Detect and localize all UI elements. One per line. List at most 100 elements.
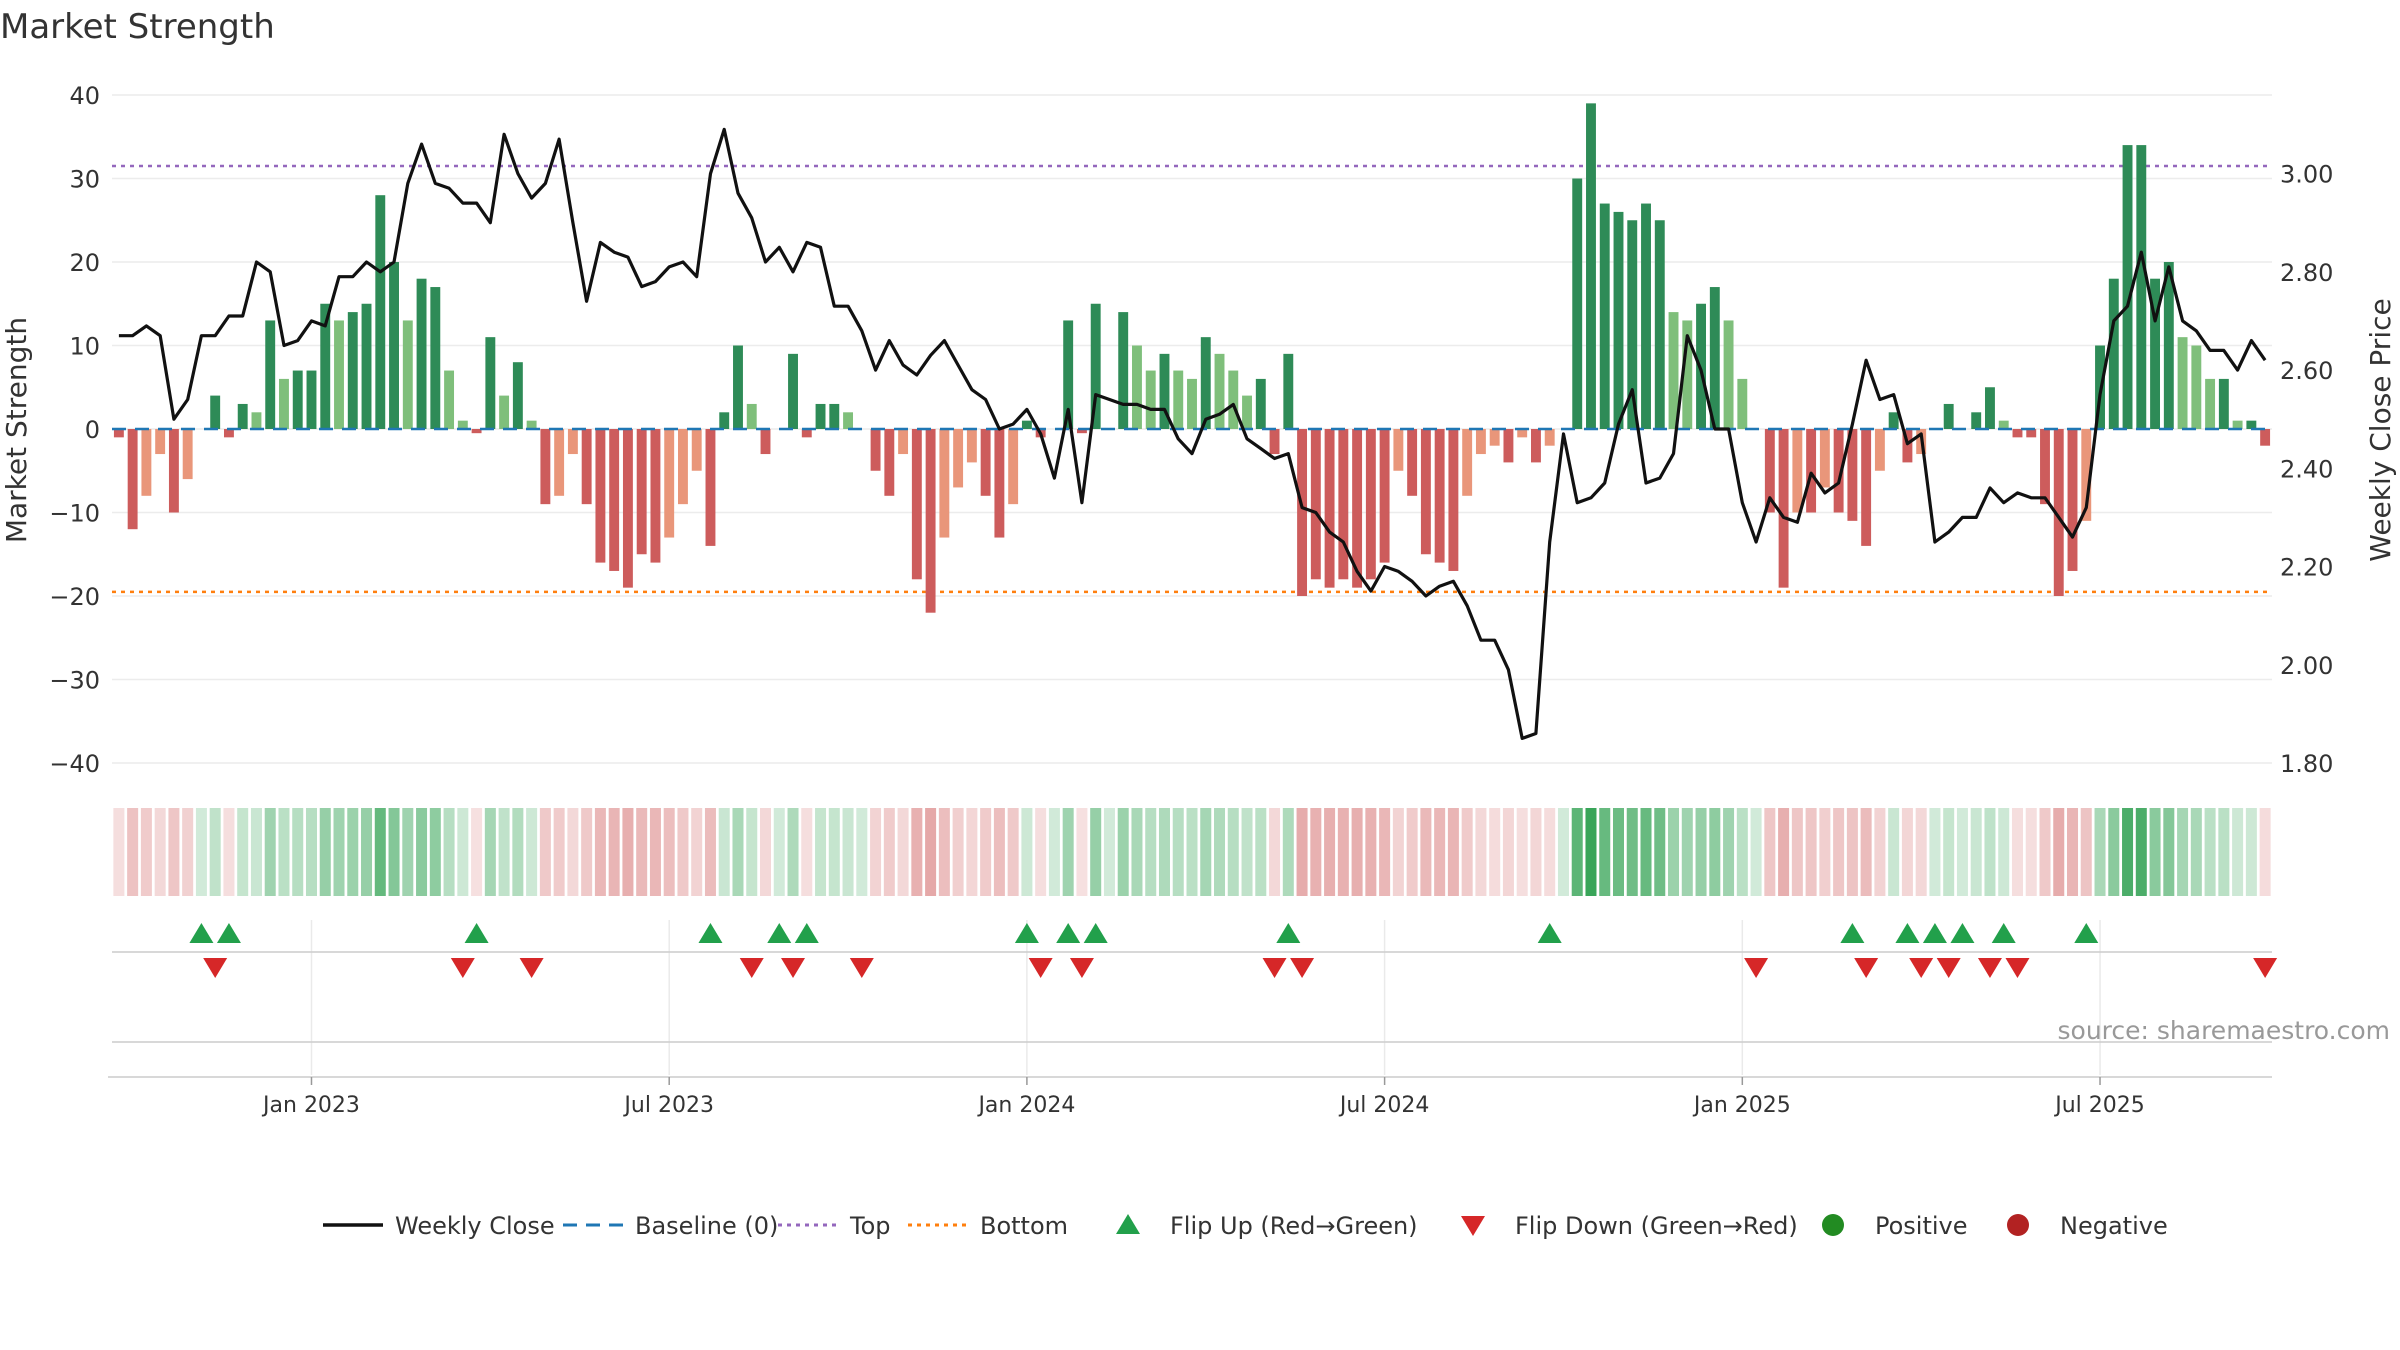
- y-right-tick-label: 3.00: [2280, 161, 2333, 189]
- regime-strip-cell: [732, 808, 744, 896]
- regime-strip-cell: [677, 808, 689, 896]
- strength-bar: [829, 403, 840, 429]
- strength-bar: [402, 320, 413, 429]
- strength-bar: [347, 312, 358, 429]
- regime-strip-cell: [512, 808, 524, 896]
- flip-up-marker: [1950, 923, 1975, 943]
- regime-strip-cell: [1764, 808, 1776, 896]
- regime-strip-cell: [1475, 808, 1487, 896]
- flip-up-marker: [1922, 923, 1947, 943]
- strength-bar: [1324, 429, 1335, 588]
- regime-strip-cell: [1943, 808, 1955, 896]
- regime-strip-cell: [1791, 808, 1803, 896]
- strength-bar: [292, 370, 303, 429]
- strength-bar: [1489, 429, 1500, 446]
- regime-strip-cell: [278, 808, 290, 896]
- strength-bar: [595, 429, 606, 563]
- strength-bar: [182, 429, 193, 480]
- regime-strip-cell: [993, 808, 1005, 896]
- y-left-tick-label: −10: [49, 500, 100, 528]
- strength-bar: [2260, 429, 2271, 446]
- regime-strip-cell: [484, 808, 496, 896]
- flip-down-marker: [2253, 958, 2278, 978]
- regime-strip-cell: [2204, 808, 2216, 896]
- x-tick-label: Jan 2024: [976, 1093, 1075, 1118]
- legend-item: Flip Up (Red→Green): [1116, 1212, 1418, 1240]
- strength-bar: [1255, 378, 1266, 429]
- regime-strip-cell: [1035, 808, 1047, 896]
- regime-strip-cell: [305, 808, 317, 896]
- strength-bar: [1998, 420, 2009, 429]
- y-left-tick-label: 30: [69, 166, 100, 194]
- regime-strip-cell: [911, 808, 923, 896]
- regime-strip-cell: [1282, 808, 1294, 896]
- regime-strip-cell: [140, 808, 152, 896]
- strength-bar: [320, 303, 331, 429]
- flip-down-marker: [203, 958, 228, 978]
- strength-bar: [1530, 429, 1541, 463]
- regime-strip-cell: [1021, 808, 1033, 896]
- regime-strip-cell: [2149, 808, 2161, 896]
- regime-strip-cell: [2094, 808, 2106, 896]
- strength-bar: [251, 412, 262, 429]
- strength-bar: [1833, 429, 1844, 513]
- regime-strip: [113, 808, 2271, 896]
- regime-strip-cell: [2080, 808, 2092, 896]
- regime-strip-cell: [581, 808, 593, 896]
- regime-strip-cell: [608, 808, 620, 896]
- regime-strip-cell: [828, 808, 840, 896]
- legend-label: Flip Down (Green→Red): [1515, 1212, 1798, 1240]
- y-left-tick-label: −40: [49, 750, 100, 778]
- x-tick-label: Jan 2025: [1692, 1093, 1791, 1118]
- regime-strip-cell: [1310, 808, 1322, 896]
- regime-strip-cell: [1557, 808, 1569, 896]
- regime-strip-cell: [1172, 808, 1184, 896]
- strength-bar: [1297, 429, 1308, 596]
- strength-bar: [1475, 429, 1486, 455]
- weekly-close-line: [118, 127, 2267, 741]
- regime-strip-cell: [691, 808, 703, 896]
- strength-bar: [2232, 420, 2243, 429]
- strength-bar: [361, 303, 372, 429]
- strength-bar: [279, 378, 289, 429]
- y-right-tick-label: 1.80: [2280, 750, 2333, 778]
- strength-bar: [1654, 220, 1665, 429]
- flip-down-marker: [1744, 958, 1769, 978]
- regime-strip-cell: [526, 808, 538, 896]
- strength-bar: [733, 345, 743, 429]
- regime-strip-cell: [2190, 808, 2202, 896]
- legend-circle-icon: [2007, 1214, 2029, 1236]
- strength-bar: [223, 429, 234, 438]
- strength-bar: [650, 429, 661, 563]
- strength-bar: [691, 429, 702, 471]
- legend-triangle-down-icon: [1461, 1216, 1485, 1236]
- strength-bar: [911, 429, 922, 580]
- regime-strip-cell: [498, 808, 510, 896]
- strength-bar: [1310, 429, 1321, 580]
- strength-bar: [953, 429, 964, 488]
- regime-strip-cell: [1337, 808, 1349, 896]
- flip-up-marker: [1537, 923, 1562, 943]
- regime-strip-cell: [1269, 808, 1281, 896]
- regime-strip-cell: [1998, 808, 2010, 896]
- strength-bar: [127, 429, 138, 530]
- regime-strip-cell: [966, 808, 978, 896]
- strength-bar: [1420, 429, 1431, 555]
- strength-bar: [1352, 429, 1363, 588]
- y-left-tick-label: 10: [69, 333, 100, 361]
- regime-strip-cell: [264, 808, 276, 896]
- regime-strip-cell: [952, 808, 964, 896]
- regime-strip-cell: [237, 808, 249, 896]
- strength-bar: [2150, 278, 2161, 429]
- y-left-tick-label: −30: [49, 667, 100, 695]
- strength-bar: [1228, 370, 1239, 429]
- flip-down-marker: [1977, 958, 2002, 978]
- strength-bar: [1021, 420, 1032, 429]
- strength-bar: [1187, 378, 1197, 429]
- regime-strip-cell: [168, 808, 180, 896]
- regime-strip-cell: [663, 808, 675, 896]
- strength-bar: [1668, 312, 1679, 429]
- regime-strip-cell: [2067, 808, 2079, 896]
- strength-bar: [1063, 320, 1074, 429]
- flip-down-marker: [781, 958, 806, 978]
